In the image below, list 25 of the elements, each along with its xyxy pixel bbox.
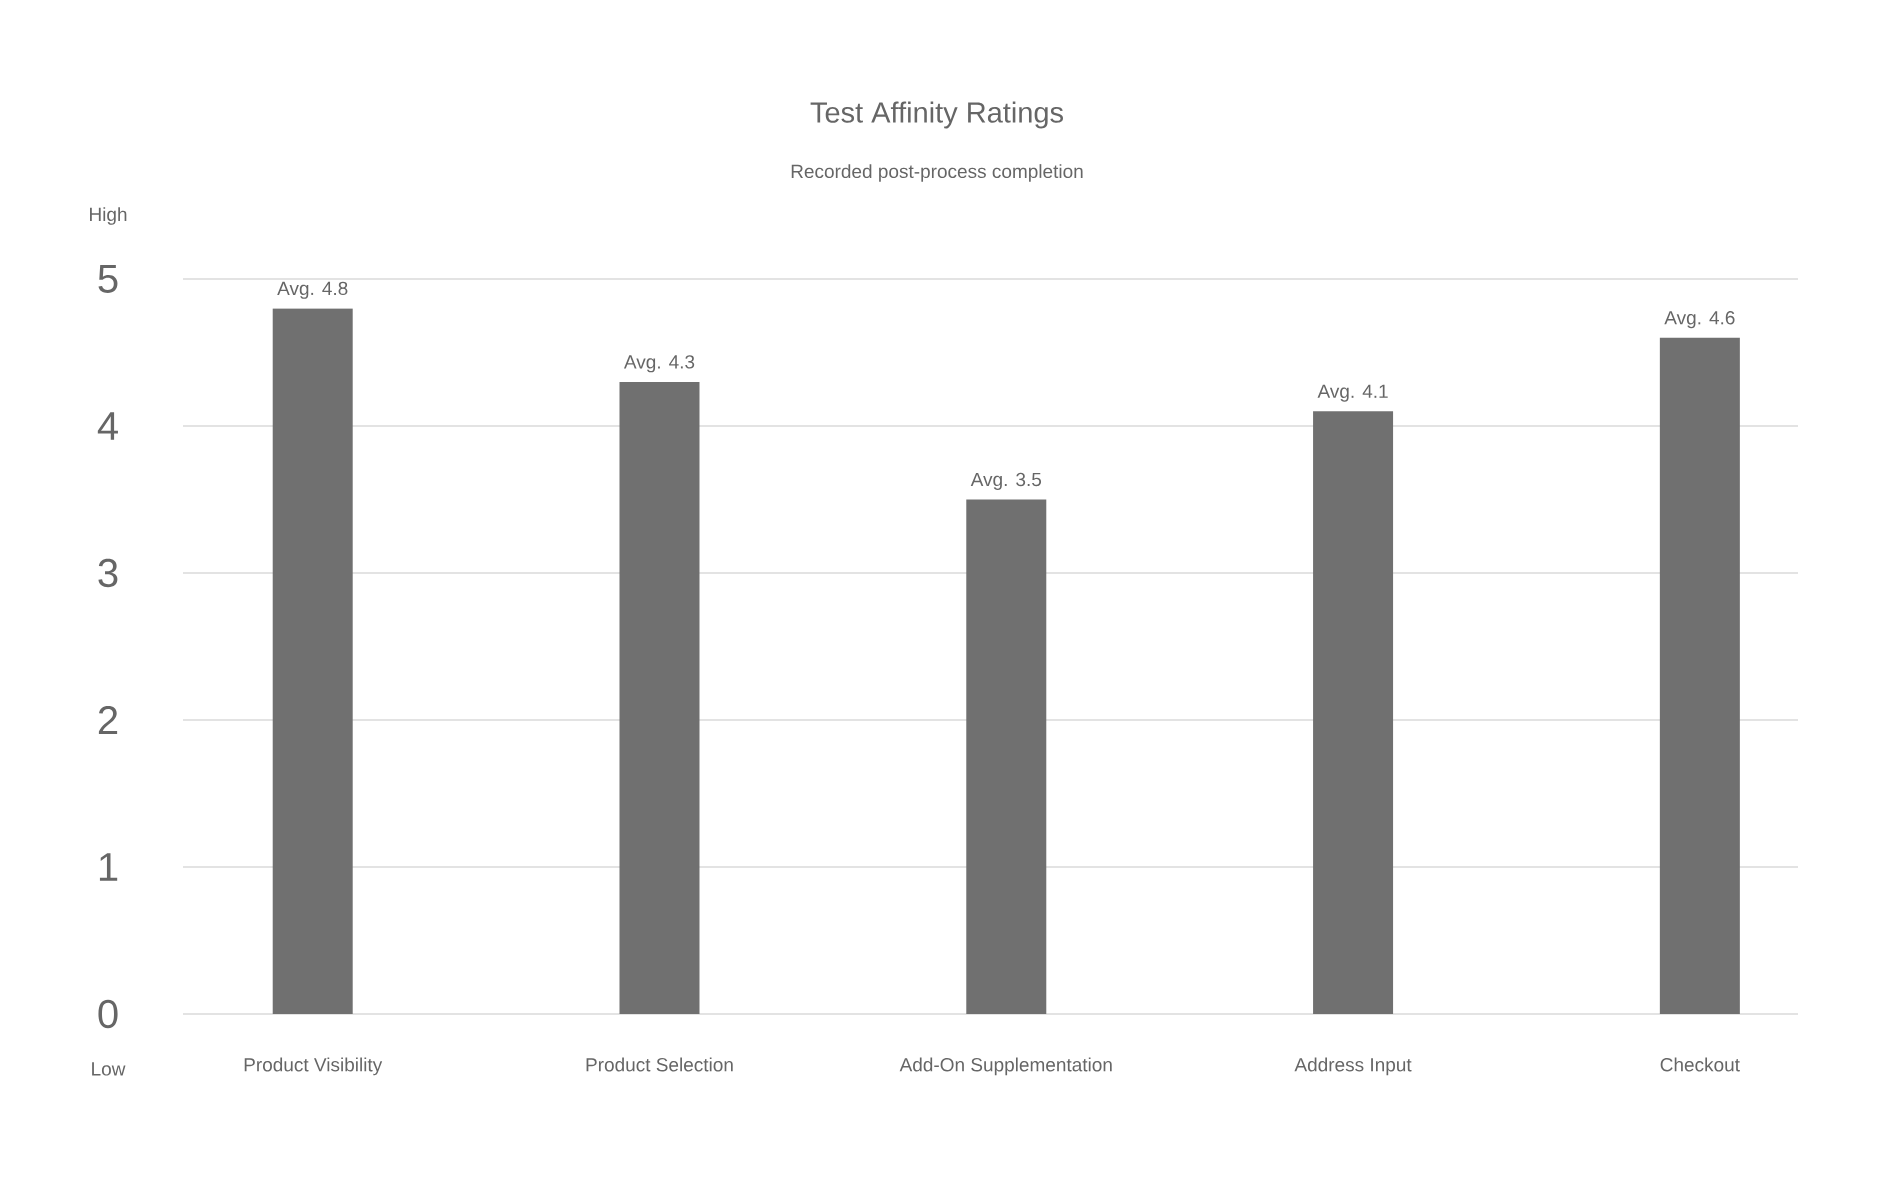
- data-label: Avg. 4.3: [623, 355, 695, 373]
- y-tick-label: 2: [98, 706, 118, 734]
- y-tick-label: 4: [97, 412, 118, 440]
- data-label: Avg. 4.1: [1317, 384, 1388, 402]
- text: High: [90, 207, 127, 225]
- bar: [272, 308, 353, 1014]
- bar: [966, 499, 1047, 1014]
- x-tick-label: Product Selection: [586, 1057, 733, 1072]
- data-label: Avg. 4.6: [1664, 311, 1735, 329]
- chart-subtitle: Recorded post-process completion: [791, 164, 1083, 182]
- chart-title: Test Affinity Ratings: [810, 101, 1063, 129]
- y-tick-label: 5: [98, 265, 118, 293]
- bar: [1313, 411, 1394, 1014]
- y-tick-label: 1: [99, 853, 118, 881]
- y-tick-label: 0: [98, 999, 118, 1029]
- y-tick-label: 3: [98, 558, 118, 588]
- data-label: Avg. 4.8: [277, 281, 348, 299]
- x-tick-label: Product Visibility: [244, 1057, 383, 1076]
- bar: [1659, 337, 1740, 1014]
- x-tick-label: Add-On Supplementation: [899, 1057, 1112, 1076]
- x-tick-label: Checkout: [1660, 1057, 1740, 1072]
- x-tick-label: Address Input: [1294, 1057, 1412, 1076]
- text: Low: [92, 1062, 126, 1076]
- data-label: Avg. 3.5: [970, 472, 1042, 490]
- bar: [619, 381, 700, 1014]
